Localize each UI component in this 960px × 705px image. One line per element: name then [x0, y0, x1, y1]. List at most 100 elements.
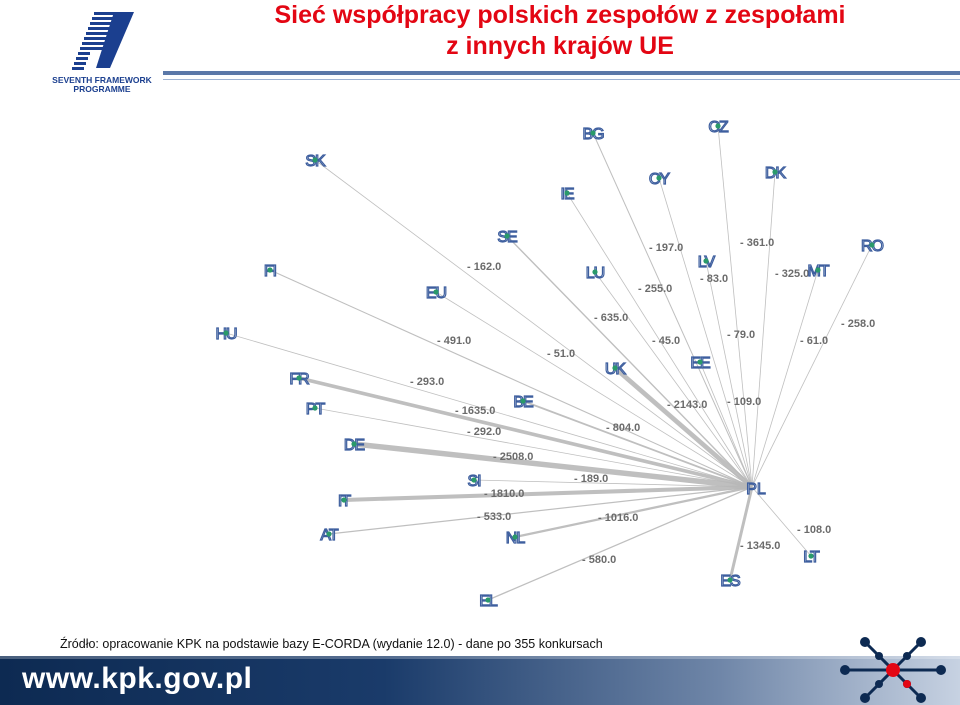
edge-dk	[751, 171, 776, 488]
edge-ee	[699, 361, 753, 488]
weights-layer: - 361.0 - 162.0 - 197.0 - 325.0 - 255.0 - 635…	[410, 237, 875, 566]
header-rule	[163, 71, 960, 75]
edge-si	[473, 479, 753, 488]
edge-de	[353, 441, 753, 490]
node-fi: FI	[263, 262, 277, 280]
footer-url[interactable]: www.kpk.gov.pl	[22, 662, 253, 695]
title-line-2: z innych krajów UE	[446, 32, 674, 60]
edge-weight-cy: - 197.0	[649, 242, 683, 254]
node-dot-uk	[612, 365, 618, 371]
node-dot-dk	[772, 169, 778, 175]
node-hu: HU	[215, 325, 239, 343]
node-dot-be	[520, 398, 526, 404]
node-dot-cy	[656, 175, 662, 181]
edge-nl	[514, 485, 753, 539]
kpk-network-logo	[840, 637, 946, 703]
edge-eu	[435, 291, 753, 488]
edge-weight-el: - 580.0	[582, 554, 616, 566]
edge-at	[328, 486, 753, 535]
edge-hu	[225, 332, 753, 488]
node-nl: NL	[505, 529, 527, 547]
footer-stripe	[0, 656, 960, 659]
edge-weight-pt: - 292.0	[467, 426, 501, 438]
node-se: SE	[497, 228, 519, 246]
node-dot-lu	[592, 269, 598, 275]
node-dot-fr	[296, 375, 302, 381]
edge-sk	[314, 159, 753, 488]
fp7-logo	[72, 12, 134, 70]
header-rule-thin	[163, 79, 960, 80]
edge-weight-si: - 189.0	[574, 473, 608, 485]
title-line-1: Sieć współpracy polskich zespołów z zesp…	[274, 1, 846, 29]
source-note: Źródło: opracowanie KPK na podstawie baz…	[60, 637, 603, 651]
edge-cy	[658, 177, 753, 488]
node-lv: LV	[697, 253, 717, 271]
edge-weight-ie: - 255.0	[638, 283, 672, 295]
node-dot-lt	[808, 553, 814, 559]
node-dot-hu	[223, 330, 229, 336]
logo-caption-line1: SEVENTH FRAMEWORK	[52, 75, 152, 85]
edge-lv	[705, 260, 753, 488]
edge-pt	[314, 407, 753, 488]
node-dot-ee	[697, 359, 703, 365]
edge-weight-de: - 2508.0	[493, 451, 533, 463]
edge-weight-es: - 1345.0	[740, 540, 780, 552]
edge-lt	[751, 486, 812, 557]
edge-el	[487, 486, 753, 601]
node-uk: UK	[604, 360, 628, 378]
node-dot-ro	[869, 242, 875, 248]
edge-weight-lv: - 83.0	[700, 273, 728, 285]
node-ie: IE	[560, 185, 576, 203]
edge-weight-ee_extra: - 109.0	[727, 396, 761, 408]
edge-lu	[594, 271, 753, 488]
node-at: AT	[320, 526, 341, 544]
edge-weight-se: - 635.0	[594, 312, 628, 324]
edge-weight-uk: - 2143.0	[667, 399, 707, 411]
node-el: EL	[479, 592, 500, 610]
edge-weight-fr: - 1635.0	[455, 405, 495, 417]
node-ee: EE	[690, 354, 712, 372]
node-hub-pl: PL	[746, 480, 767, 498]
node-dot-se	[504, 233, 510, 239]
node-dot-fi	[267, 267, 273, 273]
edge-weight-sk: - 162.0	[467, 261, 501, 273]
node-dot-pt	[312, 405, 318, 411]
node-dot-el	[485, 597, 491, 603]
node-dot-ie	[564, 190, 570, 196]
node-ro: RO	[860, 237, 885, 255]
node-be: BE	[513, 393, 535, 411]
node-dk: DK	[764, 164, 788, 182]
node-dot-nl	[512, 534, 518, 540]
node-dot-it	[341, 497, 347, 503]
node-lt: LT	[803, 548, 822, 566]
node-dot-de	[351, 441, 357, 447]
edge-cz	[717, 125, 753, 488]
node-eu: EU	[425, 284, 448, 302]
edge-bg	[592, 132, 753, 488]
node-de: DE	[343, 436, 366, 454]
edge-weight-dk: - 325.0	[775, 268, 809, 280]
node-dot-bg	[590, 130, 596, 136]
node-dot-eu	[433, 289, 439, 295]
edge-weight-be: - 804.0	[606, 422, 640, 434]
node-dot-mt	[815, 267, 821, 273]
edge-fi	[269, 269, 753, 488]
edge-be	[522, 400, 753, 488]
node-label-pl: PL	[746, 481, 766, 498]
edge-weight-lt: - 108.0	[797, 524, 831, 536]
edge-fr	[298, 376, 753, 489]
edge-uk	[613, 366, 754, 489]
edge-weight-mt: - 61.0	[800, 335, 828, 347]
node-dot-sk	[312, 157, 318, 163]
node-fr: FR	[289, 370, 311, 388]
edge-weight-lu: - 45.0	[652, 335, 680, 347]
node-dot-si	[471, 477, 477, 483]
footer-bar	[0, 656, 960, 705]
node-si: SI	[467, 472, 482, 490]
node-pt: PT	[305, 400, 327, 418]
edge-weight-ro: - 258.0	[841, 318, 875, 330]
node-lu: LU	[585, 264, 606, 282]
edge-weight-nl: - 1016.0	[598, 512, 638, 524]
edge-weight-eu: - 51.0	[547, 348, 575, 360]
edge-weight-ee: - 79.0	[727, 329, 755, 341]
